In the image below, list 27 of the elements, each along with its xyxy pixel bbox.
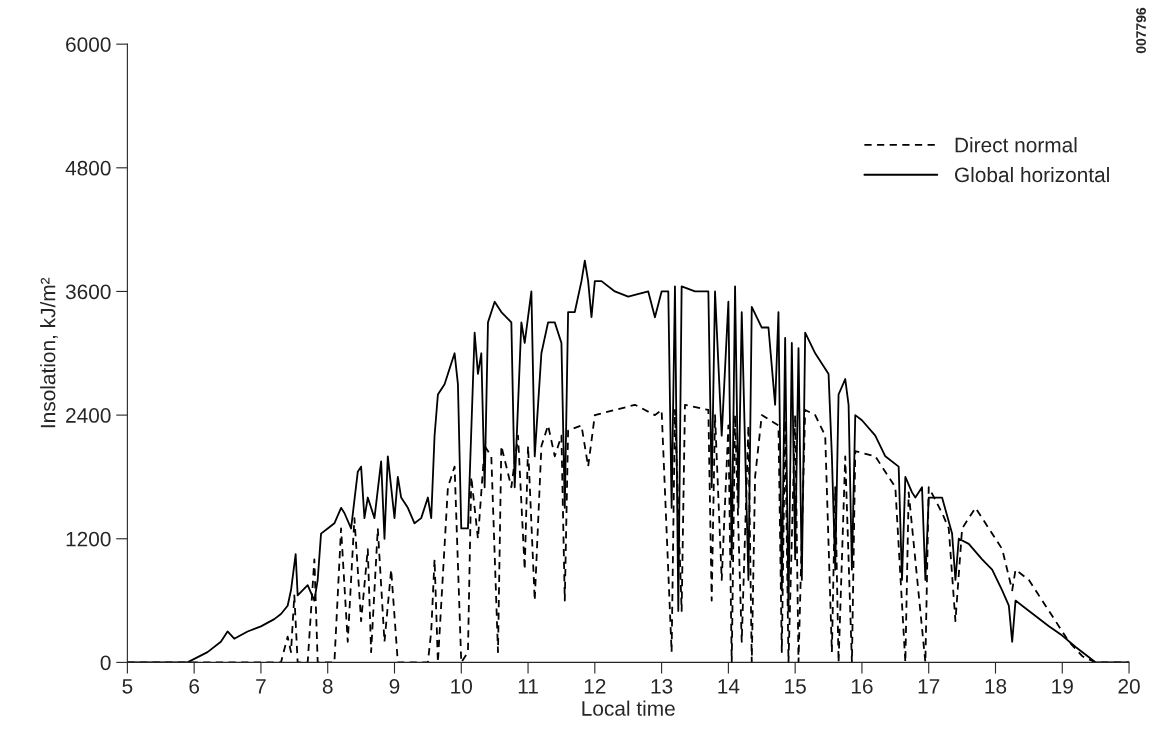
x-tick-label: 16	[851, 678, 873, 694]
x-tick-label: 18	[985, 678, 1007, 694]
y-tick-label: 0	[100, 655, 111, 671]
y-tick-label: 3600	[65, 284, 111, 300]
x-tick-label: 8	[322, 678, 333, 694]
y-tick-label: 1200	[66, 531, 111, 547]
y-axis-title: Insolation, kJ/m²	[40, 277, 58, 428]
x-tick-label: 10	[451, 678, 473, 694]
x-tick-label: 7	[256, 679, 266, 694]
x-tick-label: 9	[389, 678, 400, 694]
x-axis-title: Local time	[582, 700, 675, 716]
x-tick-label: 19	[1052, 678, 1073, 694]
y-tick-label: 2400	[66, 408, 111, 423]
y-tick-label: 6000	[66, 37, 111, 52]
x-tick-label: 13	[651, 678, 673, 694]
y-tick-label: 4800	[65, 160, 111, 176]
legend-label: Global horizontal	[955, 166, 1109, 183]
x-tick-label: 11	[518, 679, 538, 694]
x-tick-label: 17	[918, 679, 940, 694]
x-tick-label: 5	[122, 679, 133, 694]
x-tick-label: 20	[1118, 678, 1140, 694]
text: 007796	[1136, 7, 1146, 54]
x-tick-label: 6	[189, 678, 200, 694]
legend-label: Direct normal	[955, 137, 1077, 153]
x-tick-label: 15	[785, 679, 806, 694]
x-tick-label: 12	[584, 678, 606, 694]
x-tick-label: 14	[718, 679, 740, 694]
